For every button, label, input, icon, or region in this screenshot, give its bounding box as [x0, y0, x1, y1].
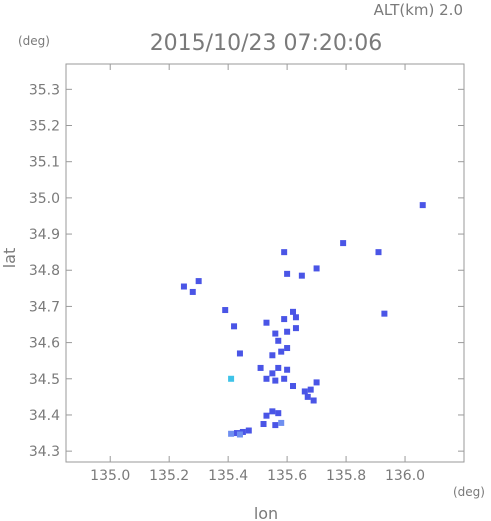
data-point	[231, 323, 238, 330]
data-point	[236, 350, 243, 357]
data-point	[301, 388, 308, 395]
y-tick-label: 35.2	[29, 119, 60, 135]
data-point	[340, 240, 347, 247]
x-ticks: 135.0 135.2 135.4 135.6 135.8 136.0	[90, 64, 425, 484]
data-point	[290, 308, 297, 315]
y-tick-label: 34.9	[29, 227, 60, 243]
data-point	[269, 408, 276, 415]
data-point	[275, 337, 282, 344]
data-point	[222, 307, 229, 314]
y-axis-label: lat	[0, 248, 19, 269]
data-point	[245, 427, 252, 434]
data-point	[195, 278, 202, 285]
y-tick-label: 35.3	[29, 82, 60, 98]
data-point	[292, 325, 299, 332]
data-point	[272, 422, 279, 429]
data-point	[375, 249, 382, 256]
data-point	[307, 386, 314, 393]
x-axis-label: lon	[254, 504, 278, 521]
data-point	[189, 288, 196, 295]
data-point	[281, 316, 288, 323]
x-tick-label: 135.4	[208, 468, 248, 484]
data-point	[272, 377, 279, 384]
data-point	[228, 375, 235, 382]
plot-frame	[65, 63, 465, 463]
data-point	[281, 249, 288, 256]
data-point	[257, 364, 264, 371]
data-point	[278, 419, 285, 426]
data-point	[304, 393, 311, 400]
data-point	[290, 383, 297, 390]
data-points	[180, 202, 426, 438]
data-point	[313, 379, 320, 386]
data-point	[263, 375, 270, 382]
data-point	[284, 270, 291, 277]
x-unit-label: (deg)	[453, 485, 485, 499]
y-tick-label: 34.8	[29, 263, 60, 279]
data-point	[228, 430, 235, 437]
data-point	[272, 330, 279, 337]
y-tick-label: 34.7	[29, 299, 60, 315]
y-tick-label: 34.3	[29, 444, 60, 460]
y-tick-label: 34.5	[29, 372, 60, 388]
x-tick-label: 135.2	[149, 468, 189, 484]
chart-title: 2015/10/23 07:20:06	[150, 31, 383, 56]
data-point	[269, 370, 276, 377]
data-point	[260, 421, 267, 428]
x-tick-label: 135.0	[90, 468, 130, 484]
data-point	[269, 352, 276, 359]
data-point	[284, 366, 291, 373]
data-point	[263, 412, 270, 419]
y-tick-label: 35.0	[29, 191, 60, 207]
x-tick-label: 136.0	[385, 468, 425, 484]
data-point	[298, 272, 305, 279]
y-ticks: 34.3 34.4 34.5 34.6 34.7 34.8 34.9 35.0 35.1 35.2…	[29, 82, 464, 460]
x-tick-label: 135.8	[326, 468, 366, 484]
data-point	[310, 397, 317, 404]
data-point	[281, 375, 288, 382]
y-tick-label: 35.1	[29, 155, 60, 171]
data-point	[381, 310, 388, 317]
data-point	[284, 345, 291, 352]
data-point	[278, 348, 285, 355]
data-point	[419, 202, 426, 209]
y-tick-label: 34.4	[29, 408, 60, 424]
x-tick-label: 135.6	[267, 468, 307, 484]
y-unit-label: (deg)	[18, 34, 50, 48]
data-point	[275, 364, 282, 371]
data-point	[284, 328, 291, 335]
data-point	[275, 410, 282, 417]
data-point	[236, 431, 243, 438]
data-point	[313, 265, 320, 272]
data-point	[292, 314, 299, 321]
data-point	[263, 319, 270, 326]
data-point	[180, 283, 187, 290]
y-tick-label: 34.6	[29, 336, 60, 352]
altitude-label: ALT(km) 2.0	[374, 1, 463, 19]
